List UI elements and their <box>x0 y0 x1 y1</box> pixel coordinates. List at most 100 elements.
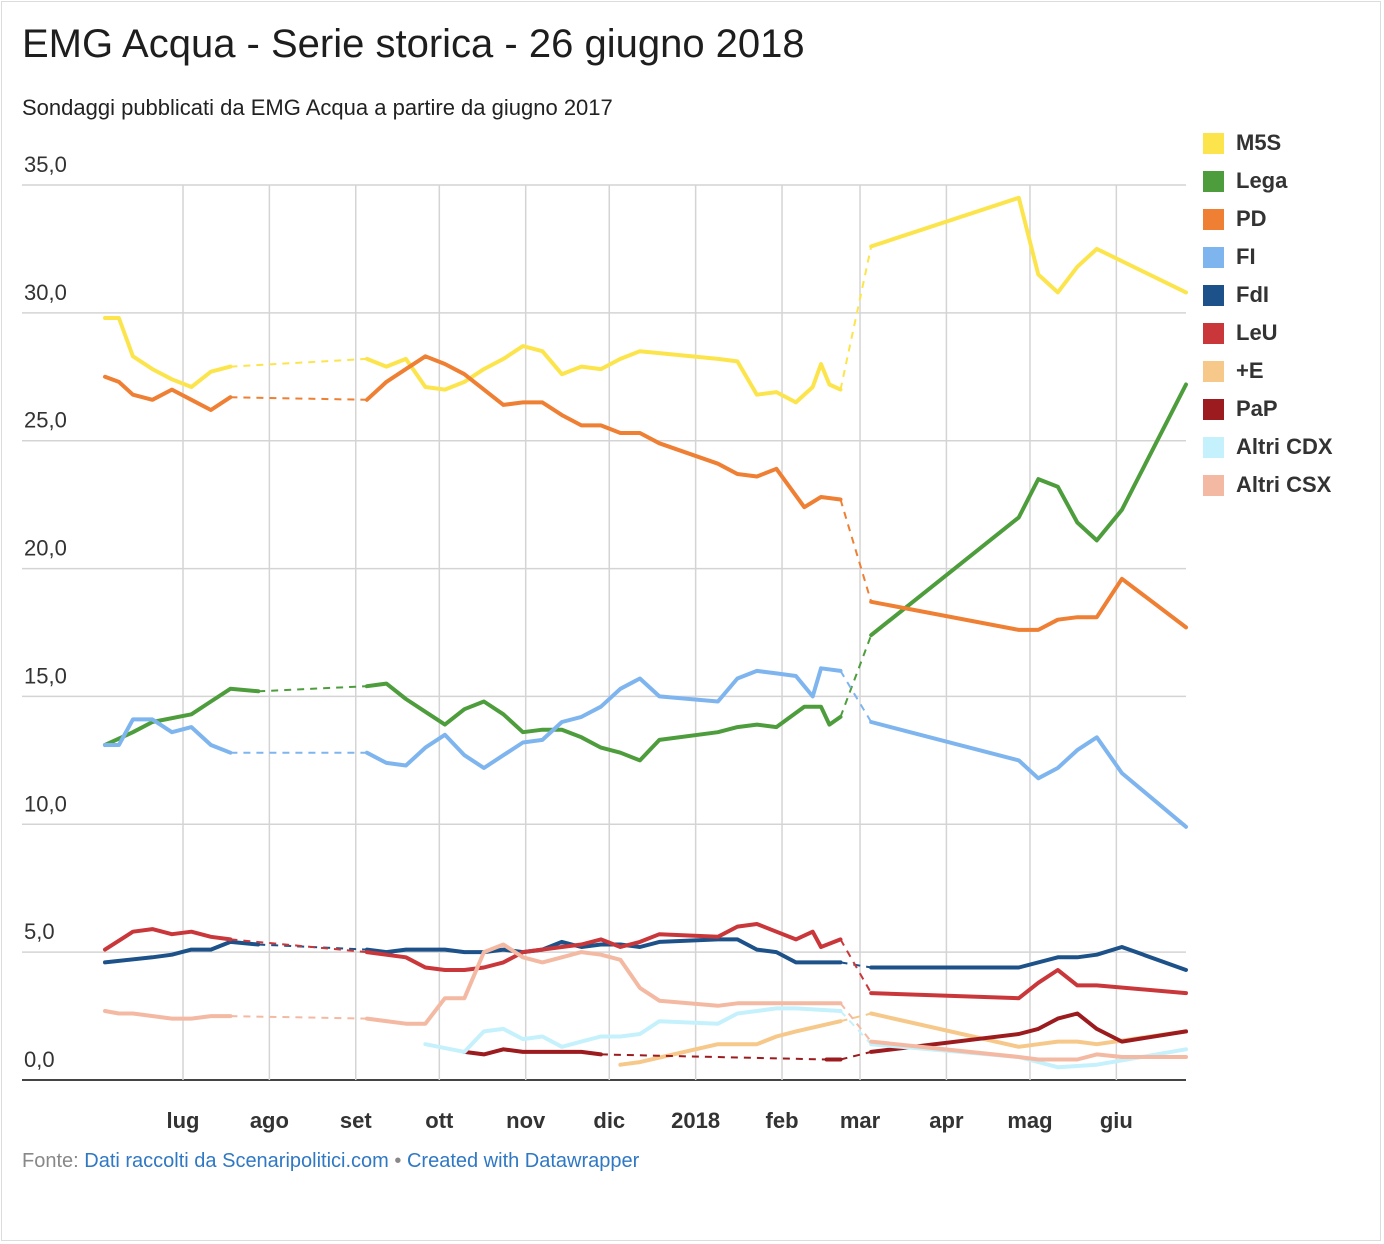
legend-swatch <box>1203 398 1224 420</box>
series-gap-dashed <box>230 357 367 368</box>
series-line <box>103 374 233 412</box>
y-tick-label: 20,0 <box>24 536 67 561</box>
legend-label: PaP <box>1236 396 1278 421</box>
legend-label: Altri CDX <box>1236 434 1333 459</box>
series-line <box>364 942 843 1026</box>
series-gap-dashed <box>230 396 367 401</box>
series-gap-dashed <box>258 685 367 693</box>
legend-item-lega: Lega <box>1203 162 1333 200</box>
footer: Fonte: Dati raccolti da Scenaripolitici.… <box>22 1150 639 1173</box>
series-gap-dashed <box>839 246 873 390</box>
series-line <box>423 1006 843 1054</box>
legend-item-pap: PaP <box>1203 390 1333 428</box>
y-tick-label: 30,0 <box>24 280 67 305</box>
series-line <box>869 1011 1188 1049</box>
series-line <box>869 968 1188 1001</box>
series-line <box>364 666 843 770</box>
source-link[interactable]: Dati raccolti da Scenaripolitici.com <box>84 1150 389 1172</box>
series-line <box>103 717 233 755</box>
series-gap-dashed <box>839 499 873 603</box>
x-tick-label: feb <box>766 1108 799 1133</box>
legend-item-altri-csx: Altri CSX <box>1203 466 1333 504</box>
x-tick-label: mag <box>1007 1108 1052 1133</box>
legend-swatch <box>1203 208 1224 230</box>
y-tick-label: 15,0 <box>24 663 67 688</box>
x-tick-label: lug <box>167 1108 200 1133</box>
series-piu-e <box>618 1011 1188 1067</box>
series-line <box>869 1011 1188 1054</box>
legend-item-m5s: M5S <box>1203 124 1333 162</box>
legend-label: FdI <box>1236 282 1269 307</box>
series-line <box>869 720 1188 829</box>
series-line <box>364 344 843 405</box>
series-altri-csx <box>103 942 1188 1062</box>
series-gap-dashed <box>230 938 367 954</box>
x-tick-label: 2018 <box>671 1108 720 1133</box>
series-gap-dashed <box>839 670 873 723</box>
x-tick-label: giu <box>1100 1108 1133 1133</box>
gridlines <box>22 184 1186 1081</box>
x-tick-label: ott <box>425 1108 454 1133</box>
y-tick-label: 5,0 <box>24 919 55 944</box>
chart-subtitle: Sondaggi pubblicati da EMG Acqua a parti… <box>22 95 613 120</box>
x-tick-label: mar <box>840 1108 881 1133</box>
series-line <box>103 927 233 952</box>
legend-item-fdi: FdI <box>1203 276 1333 314</box>
legend-swatch <box>1203 284 1224 306</box>
series-gap-dashed <box>230 1015 367 1020</box>
series-line <box>618 1019 843 1067</box>
series-line <box>462 1047 603 1057</box>
series-lines <box>103 195 1188 1070</box>
series-fdi <box>103 937 1188 972</box>
footer-separator: • <box>394 1150 402 1172</box>
series-line <box>364 937 843 965</box>
legend-swatch <box>1203 170 1224 192</box>
series-line <box>869 195 1188 295</box>
legend-item-leu: LeU <box>1203 314 1333 352</box>
legend-label: M5S <box>1236 130 1282 155</box>
series-gap-dashed <box>839 1002 872 1043</box>
series-line <box>103 316 233 389</box>
x-tick-label: set <box>340 1108 372 1133</box>
series-lega <box>103 382 1188 763</box>
series-line <box>103 686 261 747</box>
x-tick-label: nov <box>506 1108 546 1133</box>
legend-item-pd: PD <box>1203 200 1333 238</box>
datawrapper-link[interactable]: Created with Datawrapper <box>406 1150 640 1172</box>
legend-swatch <box>1203 322 1224 344</box>
chart-title: EMG Acqua - Serie storica - 26 giugno 20… <box>22 22 805 66</box>
series-m5s <box>103 195 1188 405</box>
series-pap <box>462 1011 1188 1062</box>
series-pd <box>103 354 1188 632</box>
legend-item-fi: FI <box>1203 238 1333 276</box>
series-fi <box>103 666 1188 829</box>
series-gap-dashed <box>839 634 873 718</box>
series-line <box>364 681 843 763</box>
legend-swatch <box>1203 132 1224 154</box>
legend-label: PD <box>1236 206 1267 231</box>
y-tick-label: 35,0 <box>24 152 67 177</box>
x-axis: lug ago set ott nov dic 2018 feb mar apr mag giu <box>167 1108 1133 1133</box>
legend-label: Altri CSX <box>1236 472 1332 497</box>
series-line <box>869 945 1188 972</box>
legend-label: +E <box>1236 358 1264 383</box>
legend-label: LeU <box>1236 320 1278 345</box>
series-gap-dashed <box>600 1053 827 1061</box>
series-line <box>869 382 1188 638</box>
legend-label: Lega <box>1236 168 1288 193</box>
series-gap-dashed <box>839 938 873 994</box>
series-gap-dashed <box>839 1010 872 1045</box>
series-line <box>103 1009 233 1021</box>
series-gap-dashed <box>840 1012 872 1023</box>
series-gap-dashed <box>840 1050 872 1061</box>
series-line <box>364 354 843 510</box>
legend-label: FI <box>1236 244 1256 269</box>
legend-swatch <box>1203 436 1224 458</box>
series-line <box>869 1039 1188 1062</box>
y-tick-label: 10,0 <box>24 791 67 816</box>
legend-item-piu-e: +E <box>1203 352 1333 390</box>
y-axis: 0,0 5,0 10,0 15,0 20,0 25,0 30,0 35,0 <box>24 152 67 1072</box>
legend-swatch <box>1203 474 1224 496</box>
